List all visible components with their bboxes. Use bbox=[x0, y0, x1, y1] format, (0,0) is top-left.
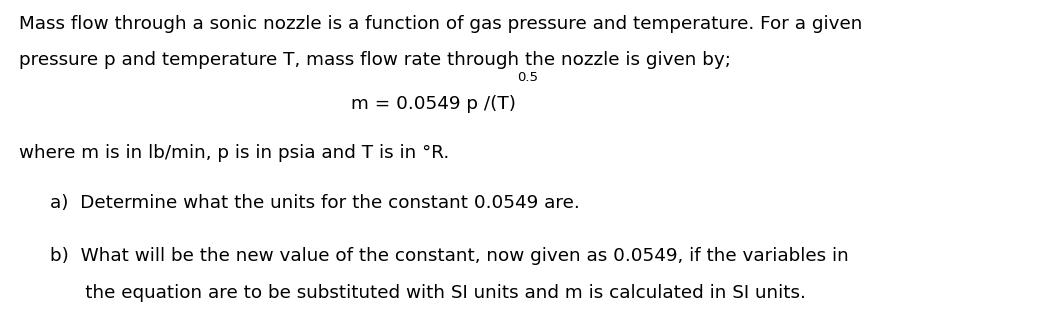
Text: Mass flow through a sonic nozzle is a function of gas pressure and temperature. : Mass flow through a sonic nozzle is a fu… bbox=[19, 15, 862, 33]
Text: the equation are to be substituted with SI units and m is calculated in SI units: the equation are to be substituted with … bbox=[50, 284, 806, 302]
Text: b)  What will be the new value of the constant, now given as 0.0549, if the vari: b) What will be the new value of the con… bbox=[50, 247, 848, 265]
Text: 0.5: 0.5 bbox=[517, 71, 538, 84]
Text: where m is in lb/min, p is in psia and T is in °R.: where m is in lb/min, p is in psia and T… bbox=[19, 144, 449, 162]
Text: pressure p and temperature T, mass flow rate through the nozzle is given by;: pressure p and temperature T, mass flow … bbox=[19, 51, 730, 69]
Text: a)  Determine what the units for the constant 0.0549 are.: a) Determine what the units for the cons… bbox=[50, 194, 580, 212]
Text: m = 0.0549 p /(T): m = 0.0549 p /(T) bbox=[352, 95, 516, 113]
